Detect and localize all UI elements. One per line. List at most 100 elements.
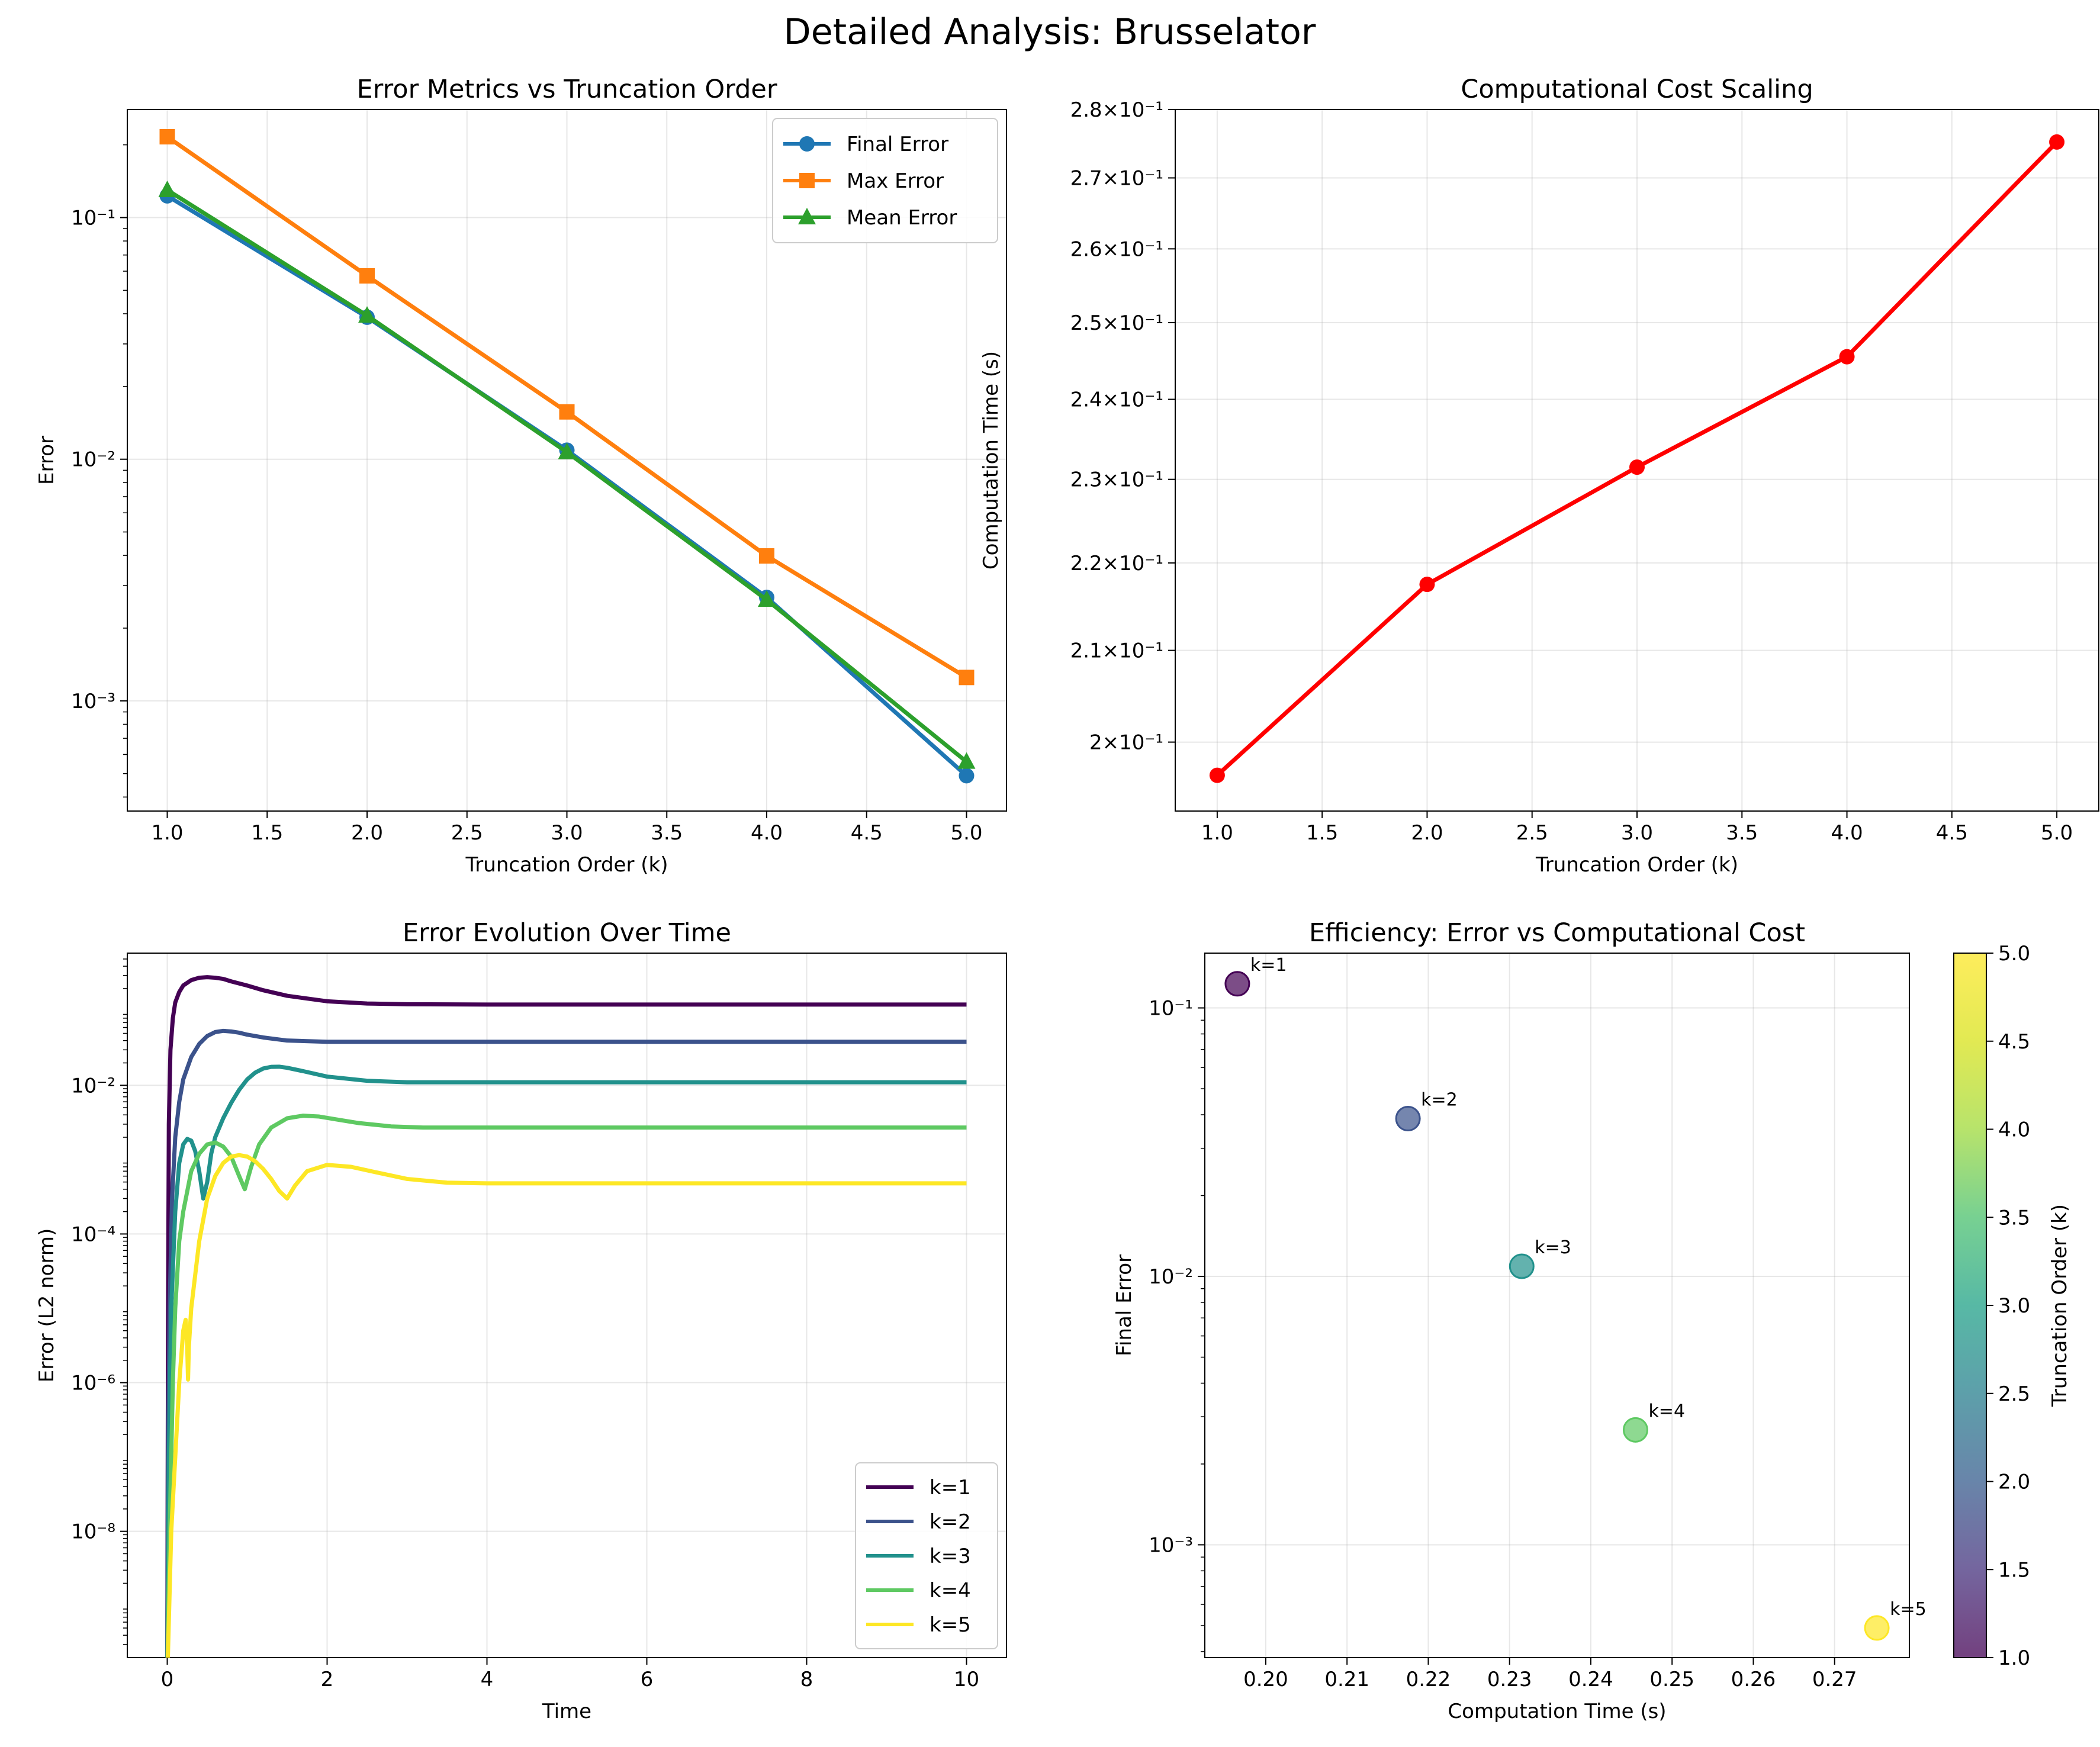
x-axis-label: Truncation Order (k) xyxy=(1535,853,1738,877)
axes-title: Computational Cost Scaling xyxy=(1461,75,1813,104)
triangle-marker xyxy=(158,181,176,198)
series-line xyxy=(165,975,967,1658)
scatter-point xyxy=(1864,1615,1890,1641)
y-tick-label: 2×10⁻¹ xyxy=(1089,731,1163,755)
legend-frame xyxy=(855,1462,998,1649)
y-axis-label: Error (L2 norm) xyxy=(35,1228,59,1382)
x-axis-label: Truncation Order (k) xyxy=(465,853,668,877)
legend-label: k=2 xyxy=(930,1510,971,1534)
x-tick-label: 0.22 xyxy=(1406,1668,1451,1691)
legend-label: k=1 xyxy=(930,1476,971,1500)
y-tick-label: 10⁻¹ xyxy=(71,207,115,230)
point-label: k=4 xyxy=(1648,1401,1685,1421)
square-marker xyxy=(559,404,575,420)
legend-label: k=4 xyxy=(930,1579,971,1603)
y-axis-label: Final Error xyxy=(1112,1254,1136,1356)
x-tick-label: 3.5 xyxy=(651,821,683,845)
x-tick-label: 0.20 xyxy=(1243,1668,1288,1691)
colorbar-tick-label: 5.0 xyxy=(1998,942,2030,966)
y-tick-label: 10⁻¹ xyxy=(1149,997,1193,1021)
point-label: k=5 xyxy=(1890,1599,1927,1620)
triangle-marker xyxy=(358,306,376,323)
y-tick-label: 10⁻⁶ xyxy=(71,1372,115,1395)
y-tick-label: 2.3×10⁻¹ xyxy=(1070,468,1163,492)
legend-label: Final Error xyxy=(847,133,948,156)
x-tick-label: 8 xyxy=(800,1668,813,1691)
circle-marker xyxy=(2049,134,2065,150)
scatter-point xyxy=(1224,971,1250,997)
x-tick-label: 3.0 xyxy=(1621,821,1653,845)
colorbar-label: Truncation Order (k) xyxy=(2048,1204,2072,1407)
triangle-marker xyxy=(558,442,576,459)
legend-label: k=5 xyxy=(930,1613,971,1637)
x-tick-label: 0.24 xyxy=(1568,1668,1613,1691)
plot-area xyxy=(165,975,967,1658)
circle-marker xyxy=(1209,767,1225,783)
colorbar-tick-label: 2.5 xyxy=(1998,1382,2030,1406)
y-tick-label: 2.1×10⁻¹ xyxy=(1070,639,1163,663)
legend-label: k=3 xyxy=(930,1545,971,1568)
y-axis-label: Error xyxy=(35,436,59,485)
circle-marker xyxy=(959,768,975,784)
colorbar: 1.0 1.5 2.0 2.5 3.0 3.5 4.0 4.5 5.0 Truncation Or… xyxy=(1953,942,2072,1670)
plot-area xyxy=(158,129,976,784)
axes-evolution: 0 2 4 6 8 10 10⁻⁸ 10⁻⁶ 10⁻⁴ 10⁻² Error Evolution O… xyxy=(35,918,1007,1723)
y-tick-label: 2.8×10⁻¹ xyxy=(1070,98,1163,122)
square-marker xyxy=(799,173,815,188)
axes-title: Error Evolution Over Time xyxy=(403,918,731,948)
x-tick-label: 2.0 xyxy=(1411,821,1443,845)
y-tick-label: 2.4×10⁻¹ xyxy=(1070,388,1163,412)
axes-frame xyxy=(127,109,1007,812)
square-marker xyxy=(159,129,175,145)
x-tick-label: 4.0 xyxy=(751,821,783,845)
colorbar-tick-label: 1.0 xyxy=(1998,1646,2030,1670)
square-marker xyxy=(359,268,375,284)
circle-marker xyxy=(1419,577,1435,593)
x-tick-label: 4.5 xyxy=(851,821,883,845)
legend-label: Max Error xyxy=(847,169,944,193)
x-tick-label: 2.0 xyxy=(351,821,383,845)
series-line xyxy=(165,1028,967,1658)
y-tick-label: 10⁻³ xyxy=(1149,1533,1193,1557)
square-marker xyxy=(959,670,975,686)
x-tick-label: 3.0 xyxy=(551,821,583,845)
axes-cost: 1.0 1.5 2.0 2.5 3.0 3.5 4.0 4.5 5.0 2×10⁻¹ 2.1×10⁻… xyxy=(979,75,2099,877)
colorbar-tick-label: 3.0 xyxy=(1998,1294,2030,1318)
y-tick-label: 10⁻² xyxy=(71,1074,115,1098)
scatter-point xyxy=(1395,1106,1421,1132)
plot-area xyxy=(1209,134,2065,783)
y-tick-label: 2.2×10⁻¹ xyxy=(1070,552,1163,575)
point-label: k=1 xyxy=(1250,955,1287,976)
x-tick-label: 3.5 xyxy=(1726,821,1758,845)
x-tick-label: 5.0 xyxy=(2041,821,2073,845)
y-tick-label: 2.7×10⁻¹ xyxy=(1070,166,1163,190)
figure-title: Detailed Analysis: Brusselator xyxy=(784,11,1316,53)
x-tick-label: 0.26 xyxy=(1731,1668,1776,1691)
y-tick-label: 10⁻⁸ xyxy=(71,1520,115,1544)
x-tick-label: 1.0 xyxy=(1201,821,1233,845)
y-tick-label: 10⁻⁴ xyxy=(71,1222,115,1246)
axes-frame xyxy=(127,953,1007,1658)
axes-frame xyxy=(1175,109,2099,812)
legend: Final Error Max Error Mean Error xyxy=(772,118,998,243)
axes-title: Efficiency: Error vs Computational Cost xyxy=(1309,918,1805,948)
scatter-point xyxy=(1622,1417,1648,1443)
colorbar-fill xyxy=(1954,953,1986,1658)
x-tick-label: 0.21 xyxy=(1324,1668,1369,1691)
x-tick-label: 2.5 xyxy=(451,821,483,845)
legend-label: Mean Error xyxy=(847,206,957,230)
x-tick-label: 0.23 xyxy=(1487,1668,1532,1691)
plot-area xyxy=(1224,971,1890,1641)
x-tick-label: 4.5 xyxy=(1936,821,1968,845)
x-axis-label: Time xyxy=(542,1700,591,1723)
x-tick-label: 10 xyxy=(954,1668,979,1691)
circle-marker xyxy=(1629,459,1645,475)
colorbar-tick-label: 4.5 xyxy=(1998,1030,2030,1054)
axes-efficiency: 0.20 0.21 0.22 0.23 0.24 0.25 0.26 0.27 10⁻³ 10⁻²… xyxy=(1112,918,1927,1723)
x-tick-label: 0.27 xyxy=(1812,1668,1857,1691)
colorbar-tick-label: 2.0 xyxy=(1998,1471,2030,1494)
y-tick-label: 10⁻² xyxy=(71,448,115,472)
x-tick-label: 2.5 xyxy=(1516,821,1548,845)
y-tick-label: 2.6×10⁻¹ xyxy=(1070,237,1163,261)
